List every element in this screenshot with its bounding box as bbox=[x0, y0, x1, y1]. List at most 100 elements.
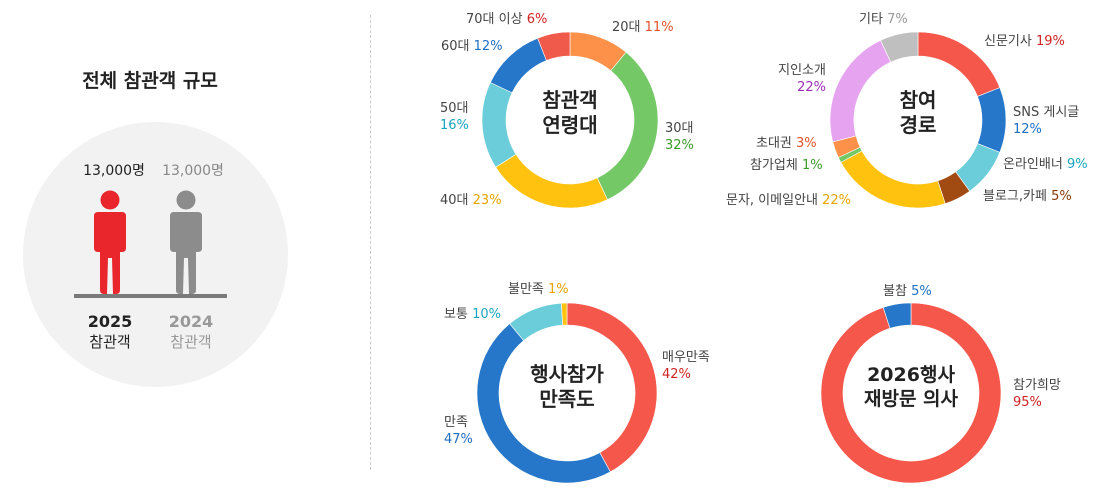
section-divider bbox=[370, 15, 371, 470]
age-label-40: 40대 23% bbox=[440, 192, 502, 209]
channel-label-other-name: 기타 bbox=[859, 12, 883, 27]
current-count: 13,000명 bbox=[83, 163, 145, 179]
ground-line bbox=[74, 294, 227, 298]
donut-channel-title: 참여 경로 bbox=[848, 88, 988, 138]
age-label-70: 70대 이상 6% bbox=[466, 11, 547, 28]
donut-age-chart bbox=[481, 31, 659, 209]
age-label-50: 50대 16% bbox=[440, 100, 469, 134]
age-label-30-pct: 32% bbox=[665, 138, 694, 153]
age-label-70-name: 70대 이상 bbox=[466, 12, 523, 27]
donut-slice-1-8 bbox=[880, 31, 919, 63]
age-label-60-name: 60대 bbox=[441, 39, 470, 54]
age-label-60: 60대 12% bbox=[441, 38, 503, 55]
donut-age-title-line2: 연령대 bbox=[542, 113, 598, 137]
revisit-label-yes-pct: 95% bbox=[1013, 395, 1042, 410]
revisit-label-no-pct: 5% bbox=[911, 284, 932, 299]
donut-revisit-chart bbox=[820, 302, 1002, 484]
satisfaction-label-very: 매우만족 42% bbox=[662, 349, 710, 383]
person-current-icon bbox=[94, 190, 126, 294]
revisit-label-no-name: 불참 bbox=[883, 284, 907, 299]
channel-label-sns-pct: 12% bbox=[1013, 122, 1042, 137]
channel-label-sns-name: SNS 게시글 bbox=[1013, 105, 1080, 120]
channel-label-email: 문자, 이메일안내 22% bbox=[726, 192, 851, 209]
channel-label-invite-name: 초대권 bbox=[756, 136, 792, 151]
satisfaction-label-satisfied-name: 만족 bbox=[444, 415, 468, 430]
donut-age-title-line1: 참관객 bbox=[542, 88, 598, 112]
satisfaction-label-neutral-name: 보통 bbox=[444, 307, 468, 322]
age-label-20: 20대 11% bbox=[612, 19, 674, 36]
satisfaction-label-dissatisfied-name: 불만족 bbox=[508, 282, 544, 297]
channel-label-exhibitor-name: 참가업체 bbox=[750, 158, 798, 173]
current-year: 2025 참관객 bbox=[65, 312, 155, 352]
donut-satisfaction-title-line2: 만족도 bbox=[539, 387, 595, 411]
revisit-label-no: 불참 5% bbox=[883, 283, 932, 300]
channel-label-sns: SNS 게시글 12% bbox=[1013, 104, 1079, 138]
donut-slice-1-4 bbox=[840, 150, 946, 209]
revisit-label-yes: 참가희망 95% bbox=[1013, 377, 1061, 411]
donut-revisit-title-line1: 2026행사 bbox=[867, 364, 955, 386]
donut-satisfaction-chart bbox=[476, 302, 658, 484]
donut-slice-2-3 bbox=[561, 302, 568, 326]
satisfaction-label-very-name: 매우만족 bbox=[662, 350, 710, 365]
channel-label-banner-pct: 9% bbox=[1066, 157, 1088, 172]
channel-label-blog-pct: 5% bbox=[1051, 189, 1072, 204]
age-label-50-pct: 16% bbox=[440, 118, 469, 133]
previous-year-label: 참관객 bbox=[170, 333, 212, 351]
donut-satisfaction-title-line1: 행사참가 bbox=[530, 362, 604, 386]
age-label-70-pct: 6% bbox=[526, 12, 548, 27]
channel-label-news-pct: 19% bbox=[1035, 34, 1065, 49]
current-year-value: 2025 bbox=[87, 312, 133, 331]
channel-label-news-name: 신문기사 bbox=[984, 34, 1032, 49]
previous-year-value: 2024 bbox=[168, 312, 214, 331]
previous-count: 13,000명 bbox=[162, 163, 224, 179]
donut-slice-3-0 bbox=[820, 302, 1002, 484]
person-previous-icon bbox=[170, 190, 202, 294]
satisfaction-label-satisfied-pct: 47% bbox=[444, 432, 473, 447]
donut-channel-title-line2: 경로 bbox=[899, 113, 937, 137]
channel-label-news: 신문기사 19% bbox=[984, 33, 1065, 50]
channel-label-exhibitor: 참가업체 1% bbox=[750, 157, 823, 174]
summary-title: 전체 참관객 규모 bbox=[82, 70, 218, 92]
satisfaction-label-satisfied: 만족 47% bbox=[444, 414, 473, 448]
donut-slice-0-5 bbox=[537, 31, 571, 61]
donut-age-title: 참관객 연령대 bbox=[500, 88, 640, 138]
channel-label-other-pct: 7% bbox=[887, 12, 908, 27]
summary-circle bbox=[23, 122, 288, 387]
donut-slice-0-2 bbox=[495, 153, 608, 209]
channel-label-exhibitor-pct: 1% bbox=[801, 158, 823, 173]
satisfaction-label-neutral: 보통 10% bbox=[444, 306, 501, 323]
revisit-label-yes-name: 참가희망 bbox=[1013, 378, 1061, 393]
channel-label-banner-name: 온라인배너 bbox=[1003, 157, 1063, 172]
channel-label-other: 기타 7% bbox=[859, 11, 908, 28]
donut-satisfaction-title: 행사참가 만족도 bbox=[497, 362, 637, 412]
satisfaction-label-neutral-pct: 10% bbox=[472, 307, 501, 322]
satisfaction-label-dissatisfied-pct: 1% bbox=[548, 282, 569, 297]
channel-label-blog-name: 블로그,카페 bbox=[983, 189, 1047, 204]
donut-channel-chart bbox=[829, 31, 1007, 209]
channel-label-banner: 온라인배너 9% bbox=[1003, 156, 1088, 173]
age-label-40-name: 40대 bbox=[440, 193, 469, 208]
channel-label-referral: 지인소개 22% bbox=[748, 62, 826, 96]
satisfaction-label-very-pct: 42% bbox=[662, 367, 691, 382]
age-label-50-name: 50대 bbox=[440, 101, 469, 116]
age-label-30-name: 30대 bbox=[665, 121, 694, 136]
age-label-40-pct: 23% bbox=[472, 193, 502, 208]
donut-revisit-title-line2: 재방문 의사 bbox=[863, 387, 958, 410]
age-label-60-pct: 12% bbox=[473, 39, 503, 54]
age-label-30: 30대 32% bbox=[665, 120, 694, 154]
previous-year: 2024 참관객 bbox=[146, 312, 236, 352]
channel-label-blog: 블로그,카페 5% bbox=[983, 188, 1072, 205]
channel-label-invite-pct: 3% bbox=[796, 136, 817, 151]
age-label-20-pct: 11% bbox=[644, 20, 674, 35]
age-label-20-name: 20대 bbox=[612, 20, 641, 35]
channel-label-email-name: 문자, 이메일안내 bbox=[726, 193, 818, 208]
channel-label-invite: 초대권 3% bbox=[756, 135, 817, 152]
channel-label-referral-name: 지인소개 bbox=[778, 63, 826, 78]
donut-slice-3-1 bbox=[882, 302, 912, 329]
current-year-label: 참관객 bbox=[89, 333, 131, 351]
donut-revisit-title: 2026행사 재방문 의사 bbox=[836, 364, 986, 412]
satisfaction-label-dissatisfied: 불만족 1% bbox=[508, 281, 569, 298]
donut-channel-title-line1: 참여 bbox=[899, 88, 937, 112]
channel-label-referral-pct: 22% bbox=[797, 80, 826, 95]
channel-label-email-pct: 22% bbox=[822, 193, 852, 208]
